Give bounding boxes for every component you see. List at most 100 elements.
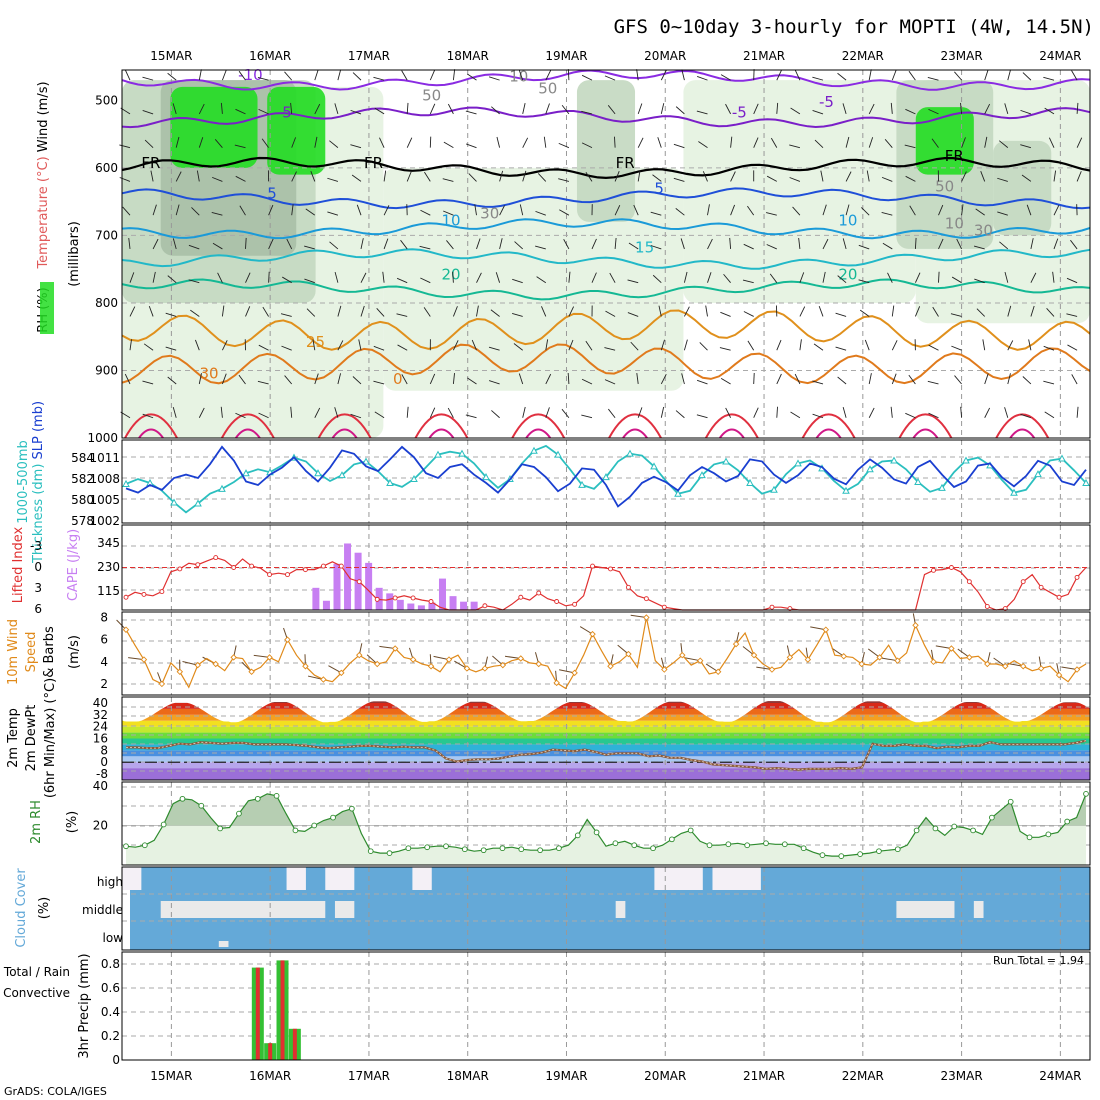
- wind-barb: [984, 373, 989, 385]
- wind-barb: [142, 76, 154, 81]
- wind-barb: [491, 410, 500, 419]
- temp-band: [122, 744, 1090, 751]
- wind-barb: [545, 407, 550, 418]
- cape-bar: [344, 543, 352, 610]
- wind-barb: [938, 271, 940, 283]
- wind-barb: [914, 306, 921, 317]
- ylabel-part: 2m Temp: [6, 708, 21, 768]
- wind-barb: [1076, 102, 1079, 114]
- li-marker: [231, 565, 237, 570]
- wind-barb: [447, 103, 454, 115]
- rh-marker: [819, 852, 826, 858]
- wind-barb: [165, 312, 177, 317]
- wind-barb: [261, 138, 269, 148]
- thickness-marker: [602, 473, 610, 481]
- wind-barb: [868, 373, 872, 385]
- wind-barb: [630, 341, 639, 351]
- wind-barb: [652, 274, 662, 284]
- wind-barb: [314, 136, 318, 148]
- ylabel-text: 2m DewPt: [24, 705, 39, 772]
- wind-barb: [673, 143, 685, 149]
- panel-ylabel: (m/s): [67, 635, 82, 669]
- contour-label: 10: [945, 215, 964, 233]
- wind-barb: [211, 212, 223, 216]
- wind-barb: [604, 347, 616, 351]
- wind-barb: [928, 344, 939, 351]
- wind-barb: [908, 70, 916, 81]
- wind-speed-marker: [1037, 665, 1045, 672]
- cape-bar: [322, 600, 330, 610]
- wind-barb: [568, 339, 574, 351]
- wind-barb: [822, 271, 826, 283]
- x-tick-top: 15MAR: [150, 49, 192, 63]
- wind-speed-marker: [140, 656, 148, 663]
- y-tick-left: 580: [71, 493, 94, 507]
- wind-barb: [142, 413, 154, 419]
- isotherm: [121, 156, 1091, 180]
- ylabel-text: Thickness (dm) SLP (mb): [31, 401, 46, 564]
- wind-barb: [420, 277, 431, 284]
- wind-barb: [868, 407, 875, 418]
- panel-ylabel: (millibars): [67, 221, 82, 287]
- wind-barb: [636, 373, 639, 385]
- wind-speed-marker: [517, 655, 525, 662]
- wind-barb: [961, 204, 964, 216]
- wind-barb: [954, 71, 962, 81]
- li-marker: [643, 596, 649, 602]
- li-marker: [948, 565, 954, 570]
- wind-barb: [567, 372, 570, 385]
- wind-barb: [628, 242, 639, 250]
- isotherm-arc: [235, 428, 261, 439]
- rh-marker: [593, 829, 600, 836]
- wind-barb: [617, 644, 629, 655]
- wind-barb: [452, 340, 459, 351]
- wind-barb: [1044, 411, 1055, 419]
- li-marker: [1074, 574, 1080, 580]
- wind-barb: [861, 207, 870, 216]
- temp-band: [122, 726, 1090, 733]
- cape-bar: [449, 596, 457, 610]
- wind-barb: [522, 406, 526, 418]
- isotherm-arc: [220, 413, 275, 439]
- precip-conv-bar: [292, 1028, 297, 1060]
- wind-barb: [198, 407, 205, 418]
- wind-barb: [725, 103, 731, 115]
- wind-barb: [291, 137, 297, 148]
- thickness-marker: [218, 484, 226, 492]
- wind-barb: [818, 305, 824, 317]
- wind-barb: [429, 69, 436, 81]
- thickness-marker: [1034, 470, 1042, 478]
- x-tick-bottom: 23MAR: [941, 1069, 983, 1083]
- rh-marker: [405, 845, 412, 852]
- wind-barb: [245, 306, 251, 317]
- li-marker: [1020, 579, 1026, 585]
- contour-label: 50: [422, 86, 441, 104]
- wind-barb: [221, 373, 227, 385]
- wind-barb: [262, 306, 269, 317]
- wind-speed-marker: [679, 651, 686, 659]
- ylabel-text: & Barbs: [42, 626, 57, 678]
- y-tick-label: 40: [93, 779, 108, 793]
- wind-barb: [536, 276, 547, 284]
- y-tick-label: 600: [95, 161, 118, 175]
- wind-speed-marker: [158, 680, 166, 688]
- wind-barb: [914, 272, 921, 283]
- isotherm-arc: [815, 428, 842, 439]
- wind-barb: [490, 309, 500, 317]
- wind-barb: [1043, 76, 1055, 81]
- rh-shade: [267, 86, 326, 175]
- rh-marker: [123, 843, 129, 850]
- wind-barb: [729, 237, 732, 249]
- y-tick-label: 0.2: [101, 1029, 120, 1043]
- rh-marker: [330, 814, 336, 821]
- wind-barb: [927, 77, 939, 81]
- ylabel-part: CAPE (J/kg): [66, 529, 81, 601]
- cape-panel: -3 0 3 6 115 230 345 Lifted Index CAPE (J/kg): [11, 524, 1091, 616]
- isotherm-arc: [525, 428, 552, 439]
- cloud-clear-high: [412, 867, 432, 890]
- wind-barb: [705, 305, 708, 317]
- wind-barb: [1066, 277, 1078, 284]
- wind-barb: [581, 414, 593, 419]
- wind-barb: [973, 245, 985, 250]
- wind-barb: [198, 373, 202, 385]
